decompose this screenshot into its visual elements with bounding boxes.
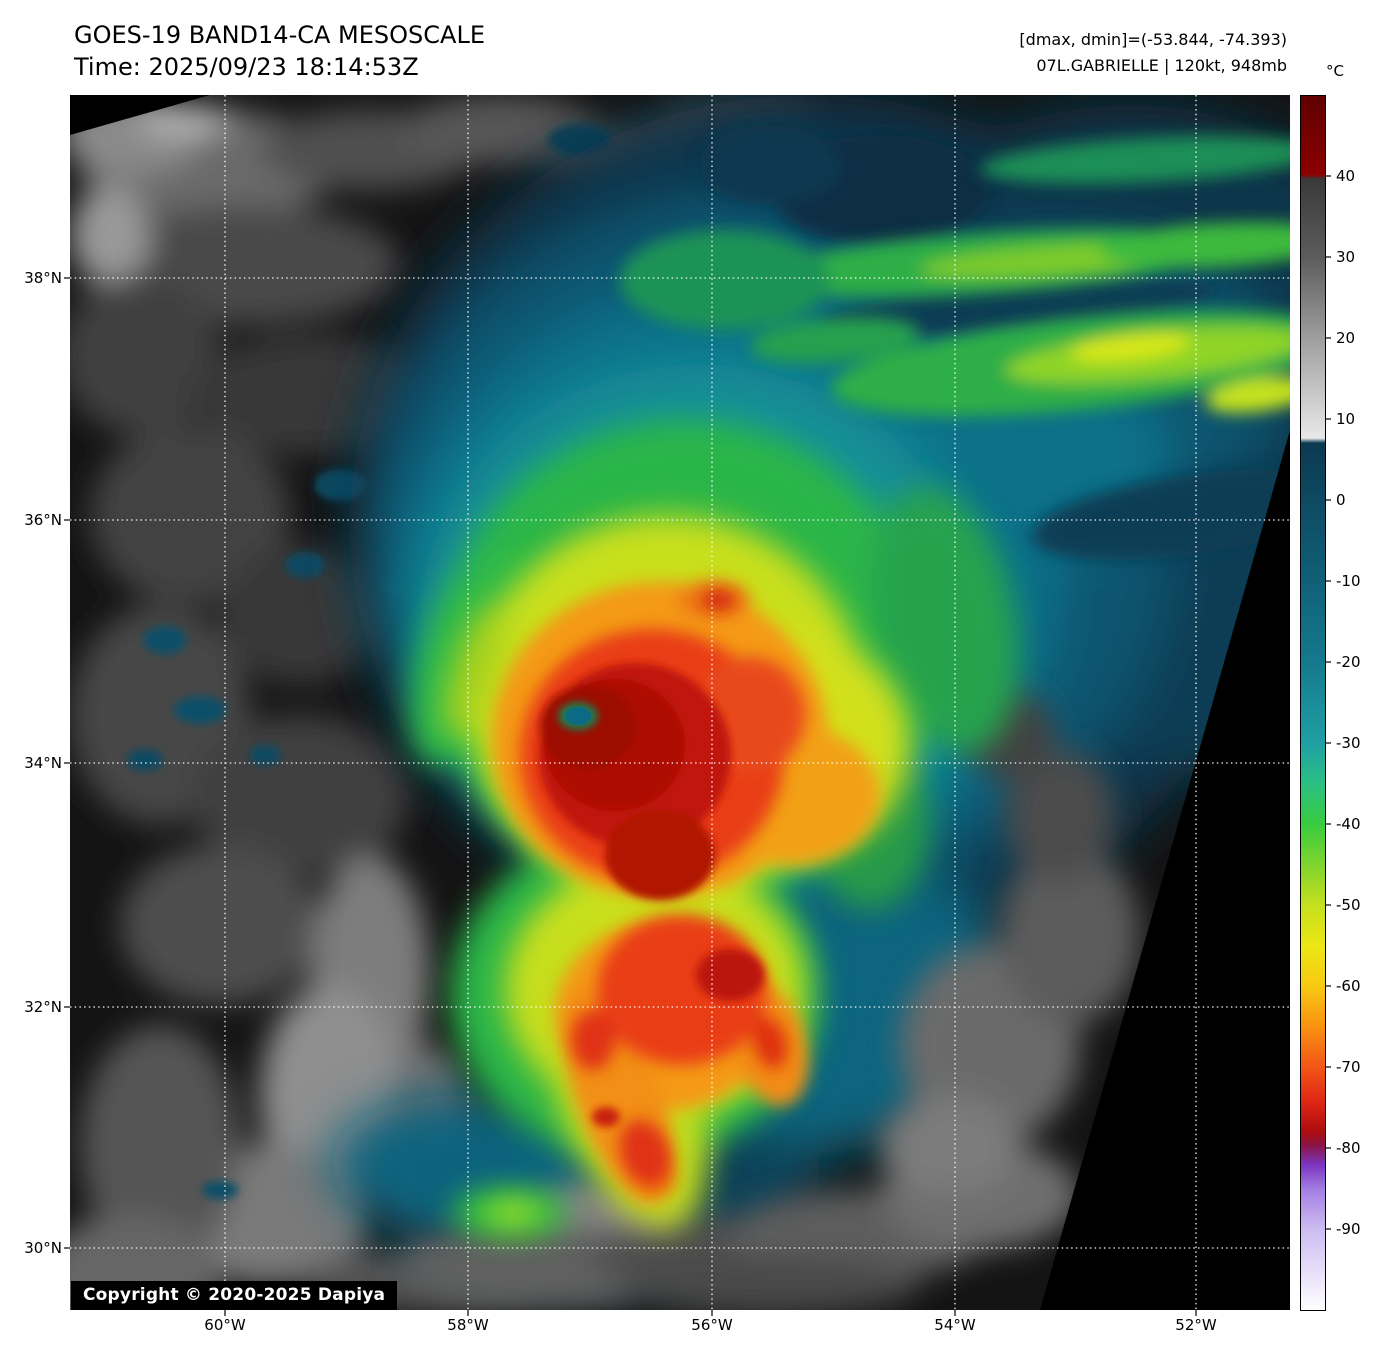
colorbar-tick-label: -40 — [1336, 815, 1361, 833]
dmax-dmin-readout: [dmax, dmin]=(-53.844, -74.393) — [1019, 30, 1287, 49]
outflow-streaks — [620, 136, 1290, 416]
colorbar-tick-label: -60 — [1336, 977, 1361, 995]
colorbar — [1300, 95, 1331, 1311]
colorbar-unit-label: °C — [1326, 62, 1344, 80]
axis-tick-marks — [64, 277, 1197, 1316]
colorbar-tick-label: 0 — [1336, 491, 1346, 509]
colorbar-tick-label: 40 — [1336, 167, 1356, 185]
lat-tick-label: 34°N — [24, 754, 62, 772]
lat-tick-label: 30°N — [24, 1239, 62, 1257]
lat-lon-grid — [70, 95, 1290, 1310]
lon-tick-label: 56°W — [691, 1316, 733, 1334]
colorbar-tick-label: -20 — [1336, 653, 1361, 671]
colorbar-tick-label: -50 — [1336, 896, 1361, 914]
colorbar-tick-label: -30 — [1336, 734, 1361, 752]
gray-cloud-field-southeast — [400, 690, 1140, 1310]
satellite-imagery — [64, 95, 1290, 1316]
lon-tick-label: 54°W — [934, 1316, 976, 1334]
colorbar-tick-label: 20 — [1336, 329, 1356, 347]
lon-tick-label: 58°W — [447, 1316, 489, 1334]
colorbar-tick-label: -70 — [1336, 1058, 1361, 1076]
page-title: GOES-19 BAND14-CA MESOSCALE — [74, 21, 485, 49]
lon-tick-label: 52°W — [1175, 1316, 1217, 1334]
timestamp: Time: 2025/09/23 18:14:53Z — [74, 53, 419, 81]
colorbar-tick-label: -10 — [1336, 572, 1361, 590]
storm-info: 07L.GABRIELLE | 120kt, 948mb — [1036, 56, 1287, 75]
colorbar-tick-label: 10 — [1336, 410, 1356, 428]
lat-tick-label: 36°N — [24, 511, 62, 529]
hurricane-eye — [558, 702, 598, 730]
colorbar-tick-label: 30 — [1336, 248, 1356, 266]
lon-tick-label: 60°W — [204, 1316, 246, 1334]
lat-tick-label: 32°N — [24, 998, 62, 1016]
colorbar-tick-marks — [1326, 175, 1331, 1230]
colorbar-tick-label: -80 — [1336, 1139, 1361, 1157]
lat-tick-label: 38°N — [24, 269, 62, 287]
colorbar-gradient — [1300, 95, 1326, 1311]
satellite-swath — [70, 95, 1290, 1310]
copyright-badge: Copyright © 2020-2025 Dapiya — [71, 1281, 398, 1310]
colorbar-tick-label: -90 — [1336, 1220, 1361, 1238]
